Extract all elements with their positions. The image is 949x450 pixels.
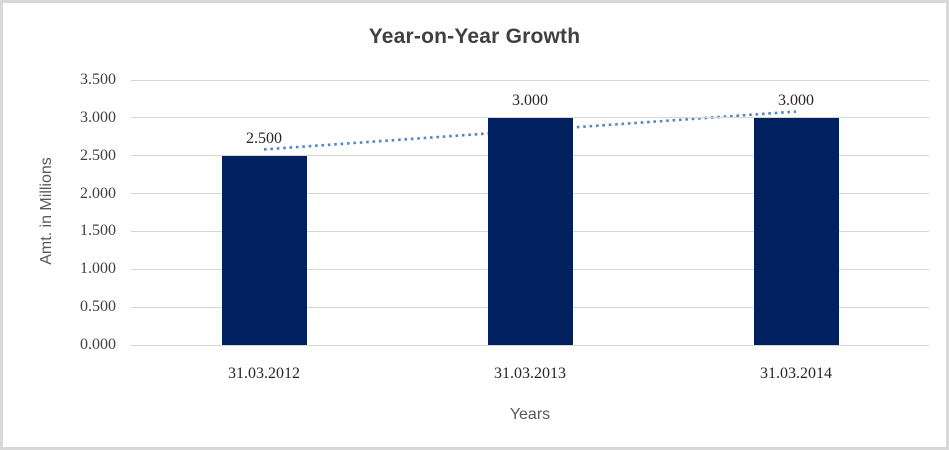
y-tick-label: 1.500	[80, 222, 116, 240]
x-tick-label: 31.03.2012	[228, 365, 300, 382]
bar-31.03.2012	[221, 155, 307, 345]
y-tick-label: 1.000	[80, 260, 116, 278]
x-tick-label: 31.03.2014	[760, 365, 832, 382]
x-tick-label: 31.03.2013	[494, 365, 566, 382]
chart-title: Year-on-Year Growth	[368, 25, 581, 48]
y-tick-label: 0.000	[80, 336, 116, 353]
x-axis-title: Years	[509, 406, 551, 423]
data-label: 2.500	[246, 129, 282, 147]
bar-31.03.2013	[487, 117, 573, 345]
bar-31.03.2014	[753, 117, 839, 345]
y-tick-label: 3.000	[80, 108, 116, 126]
y-tick-label: 0.500	[80, 298, 116, 316]
y-tick-label: 3.500	[80, 71, 116, 88]
data-label: 3.000	[512, 91, 548, 109]
gridline	[131, 79, 929, 81]
y-tick-label: 2.000	[80, 184, 116, 202]
y-tick-label: 2.500	[80, 146, 116, 164]
data-label: 3.000	[778, 91, 814, 109]
gridline	[131, 344, 929, 346]
